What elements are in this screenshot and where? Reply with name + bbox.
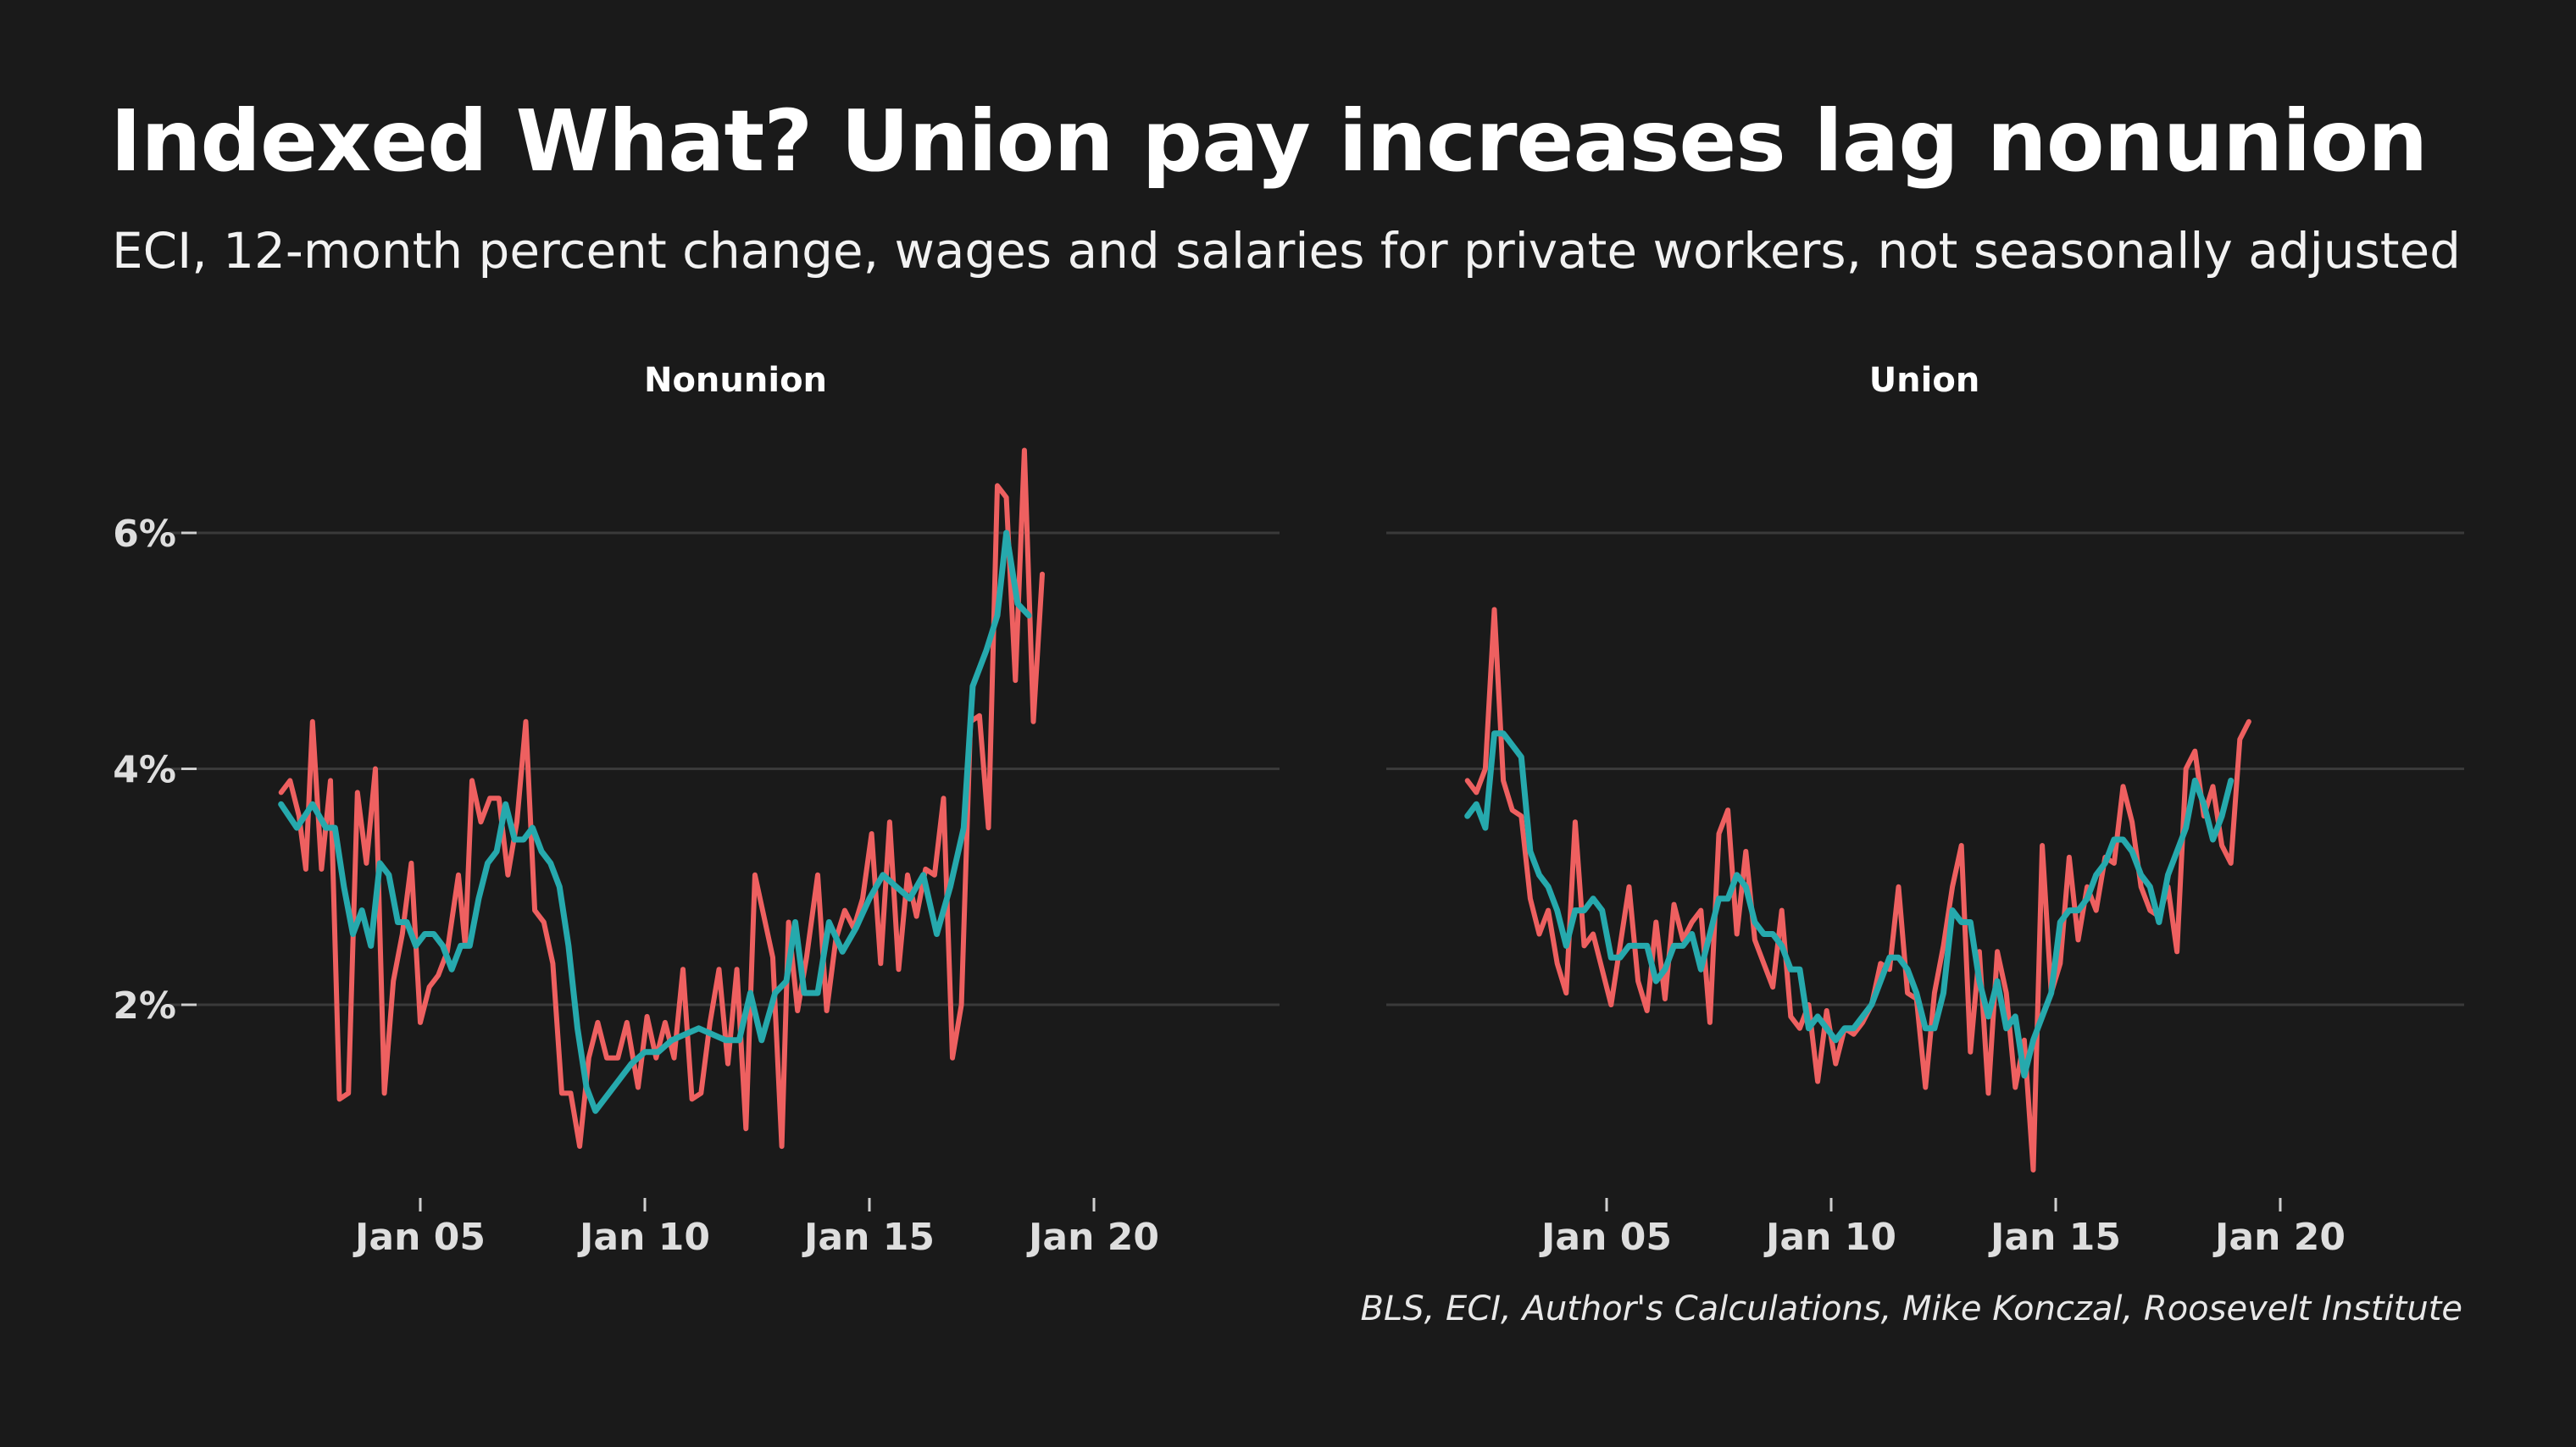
panel-union: Union Jan 05 Jan 10 Jan 15 Jan 20 [1386,361,2464,1259]
x-tick-label: Jan 10 [577,1216,710,1259]
x-tick-label: Jan 05 [353,1216,486,1259]
y-tick-label: 6% [113,513,176,556]
series-line-smoothed [278,529,1032,1114]
panel-nonunion: Nonunion 2% 4% 6% Jan 05 Jan 10 Jan 15 Jan 20 [113,361,1280,1259]
x-tick-label: Jan 05 [1539,1216,1672,1259]
series-line-smoothed [1464,730,2235,1078]
series-line-monthly [278,447,1045,1150]
facet-title: Union [1869,361,1980,400]
x-tick-label: Jan 15 [802,1216,935,1259]
facet-title: Nonunion [644,361,827,400]
series-line-monthly [1464,607,2251,1173]
y-tick-label: 4% [113,749,176,792]
chart-subtitle: ECI, 12-month percent change, wages and … [112,222,2461,280]
chart-title: Indexed What? Union pay increases lag no… [110,91,2428,191]
x-tick-label: Jan 10 [1763,1216,1896,1259]
x-tick-label: Jan 15 [1988,1216,2121,1259]
x-tick-label: Jan 20 [2212,1216,2346,1259]
source-caption: BLS, ECI, Author's Calculations, Mike Ko… [1360,1289,2463,1328]
y-tick-label: 2% [113,984,176,1028]
x-tick-label: Jan 20 [1026,1216,1159,1259]
